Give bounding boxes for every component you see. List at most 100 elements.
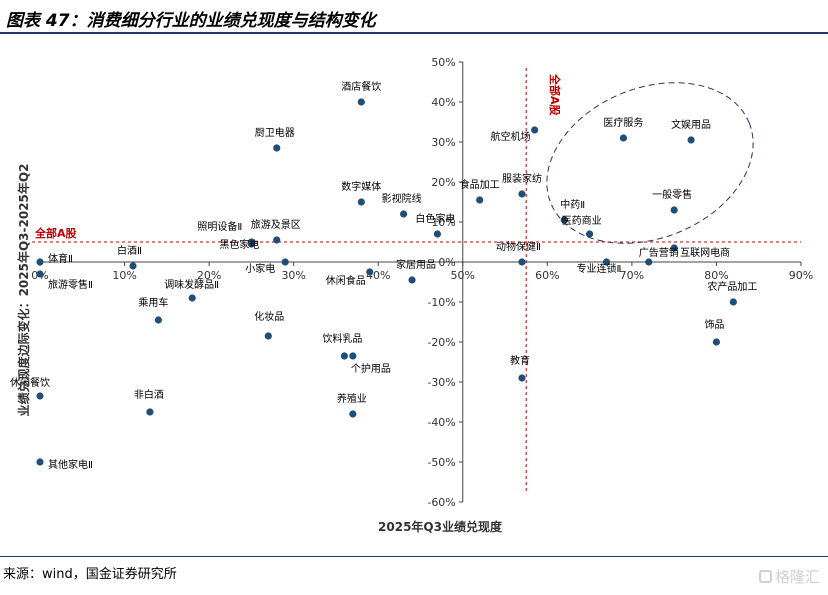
y-axis-title: 业绩兑现度边际变化：2025年Q3-2025年Q2 — [16, 164, 31, 417]
point-label: 家居用品 — [396, 258, 436, 271]
reference-label-vertical: 全部A股 — [548, 73, 562, 117]
reference-layer — [32, 68, 801, 492]
y-tick-label: -40% — [427, 416, 455, 429]
watermark: 格隆汇 — [758, 566, 820, 587]
y-tick-label: 40% — [431, 96, 455, 109]
data-point — [712, 338, 721, 346]
bottom-rule — [0, 556, 828, 557]
data-point — [357, 98, 365, 106]
data-point — [281, 258, 289, 266]
point-label: 黑色家电 — [219, 238, 259, 251]
data-point — [146, 408, 154, 416]
axes-layer: 0%10%20%30%40%50%60%70%80%90%50%40%30%20… — [31, 56, 813, 509]
y-tick-label: -30% — [427, 376, 455, 389]
scatter-chart: 0%10%20%30%40%50%60%70%80%90%50%40%30%20… — [10, 56, 813, 534]
x-tick-label: 70% — [620, 269, 644, 282]
point-label: 厨卫电器 — [255, 126, 295, 139]
data-point — [518, 190, 526, 198]
point-label: 酒店餐饮 — [341, 80, 381, 93]
data-point — [602, 258, 611, 266]
point-label: 调味发酵品Ⅱ — [164, 278, 219, 291]
point-label: 航空机场 — [491, 130, 531, 143]
y-tick-label: -10% — [427, 296, 455, 309]
point-label: 食品加工 — [460, 178, 500, 191]
point-label: 白酒Ⅱ — [117, 244, 142, 257]
point-label: 一般零售 — [652, 188, 692, 201]
point-label: 数字媒体 — [341, 180, 381, 193]
point-label: 旅游零售Ⅱ — [48, 278, 93, 291]
point-label: 休闲餐饮 — [10, 376, 50, 389]
point-label: 广告营销 — [639, 246, 679, 259]
point-label: 专业连锁Ⅱ — [577, 262, 622, 275]
point-label: 白色家电 — [415, 212, 455, 225]
y-tick-label: 20% — [431, 176, 455, 189]
data-point — [188, 294, 196, 302]
data-point — [518, 258, 526, 266]
point-label: 体育Ⅱ — [48, 252, 73, 265]
x-tick-label: 30% — [281, 269, 305, 282]
point-label: 小家电 — [245, 262, 275, 275]
data-point — [357, 198, 365, 206]
point-label: 旅游及景区 — [251, 218, 301, 231]
data-point — [264, 332, 272, 340]
data-point — [273, 236, 281, 244]
data-point — [36, 270, 44, 278]
data-point — [586, 230, 594, 238]
points-layer — [36, 98, 737, 466]
data-point — [531, 126, 539, 134]
watermark-logo-icon — [758, 570, 772, 583]
data-point — [670, 206, 678, 214]
source-note: 来源：wind，国金证券研究所 — [3, 567, 177, 582]
data-point — [433, 230, 442, 238]
point-label: 影视院线 — [382, 192, 422, 205]
x-tick-label: 50% — [451, 269, 475, 282]
point-label: 照明设备Ⅱ — [197, 220, 242, 233]
point-label: 服装家纺 — [502, 172, 542, 185]
x-axis-title: 2025年Q3业绩兑现度 — [378, 519, 503, 534]
point-label: 养殖业 — [337, 392, 367, 405]
point-label: 医疗服务 — [603, 116, 643, 129]
figure-title: 图表 47：消费细分行业的业绩兑现度与结构变化 — [6, 11, 376, 31]
x-tick-label: 10% — [112, 269, 136, 282]
data-point — [729, 298, 737, 306]
x-tick-label: 20% — [197, 269, 221, 282]
data-point — [560, 216, 568, 224]
y-tick-label: -20% — [427, 336, 455, 349]
data-point — [670, 244, 678, 252]
data-point — [366, 268, 374, 276]
y-tick-label: 10% — [431, 216, 455, 229]
point-label: 中药Ⅱ — [560, 198, 585, 211]
point-label: 农产品加工 — [707, 280, 757, 293]
point-label: 休闲食品 — [326, 274, 366, 287]
point-label: 文娱用品 — [671, 118, 711, 131]
title-rule — [0, 32, 828, 34]
data-point — [476, 196, 484, 204]
y-tick-label: -50% — [427, 456, 455, 469]
data-point — [518, 374, 526, 382]
x-tick-label: 80% — [704, 269, 728, 282]
point-label: 其他家电Ⅱ — [48, 458, 93, 471]
y-tick-label: -60% — [427, 496, 455, 509]
point-label: 非白酒 — [134, 388, 164, 401]
y-tick-label: 50% — [431, 56, 455, 69]
highlight-ellipse — [546, 82, 754, 244]
point-label: 个护用品 — [351, 362, 391, 375]
point-label: 饰品 — [704, 318, 724, 331]
data-point — [349, 410, 357, 418]
data-point — [36, 392, 44, 400]
point-label: 饮料乳品 — [322, 332, 362, 345]
data-point — [36, 458, 44, 466]
watermark-text: 格隆汇 — [774, 568, 820, 586]
point-label: 动物保健Ⅱ — [496, 240, 541, 253]
y-tick-label: 30% — [431, 136, 455, 149]
y-tick-label: 0% — [438, 256, 455, 269]
point-label: 化妆品 — [254, 310, 284, 323]
point-label: 乘用车 — [138, 296, 168, 309]
data-point — [154, 316, 162, 324]
reference-label-horizontal: 全部A股 — [34, 226, 78, 240]
data-point — [340, 352, 348, 360]
point-label: 医药商业 — [562, 214, 602, 227]
data-point — [687, 136, 695, 144]
data-point — [408, 276, 416, 284]
